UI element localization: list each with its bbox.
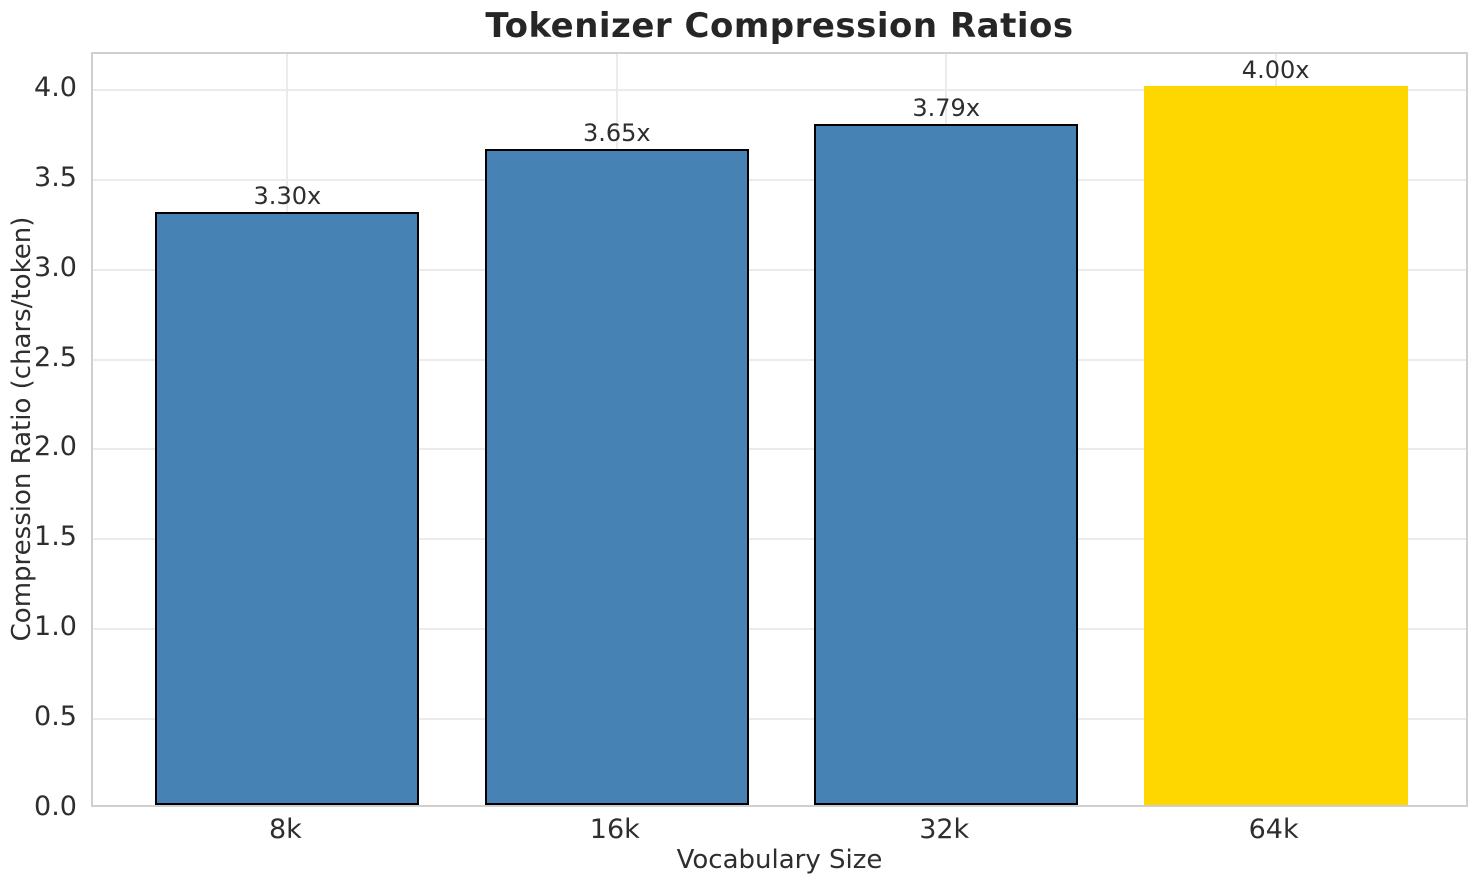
y-tick-label: 0.5: [34, 701, 77, 733]
x-tick-label: 64k: [1248, 814, 1299, 845]
chart-title: Tokenizer Compression Ratios: [485, 6, 1074, 46]
h-gridline: [93, 718, 1466, 721]
h-gridline: [93, 358, 1466, 361]
plot-area: 3.30x 3.65x 3.79x 4.00x: [91, 52, 1468, 807]
x-tick-label: 32k: [919, 814, 970, 845]
bar-value-label: 4.00x: [1241, 55, 1310, 84]
y-tick-label: 3.0: [34, 251, 77, 283]
bar-32k: [814, 124, 1078, 805]
h-gridline: [93, 628, 1466, 631]
x-tick-label: 16k: [589, 814, 640, 845]
h-gridline: [93, 88, 1466, 91]
y-tick-label: 1.0: [34, 611, 77, 643]
bar-64k: [1144, 86, 1408, 805]
y-tick-label: 2.5: [34, 341, 77, 373]
bar-value-label: 3.79x: [912, 93, 981, 122]
y-tick-label: 1.5: [34, 521, 77, 553]
bar-16k: [485, 149, 749, 805]
y-tick-label: 2.0: [34, 431, 77, 463]
h-gridline: [93, 448, 1466, 451]
y-tick-label: 4.0: [34, 71, 77, 103]
y-tick-label: 0.0: [34, 791, 77, 822]
bar-value-label: 3.65x: [582, 118, 651, 147]
x-tick-label: 8k: [268, 814, 302, 845]
y-tick-label: 3.5: [34, 161, 77, 193]
bar-8k: [155, 212, 419, 805]
h-gridline: [93, 268, 1466, 271]
bar-value-label: 3.30x: [253, 181, 322, 210]
x-axis-label: Vocabulary Size: [676, 845, 883, 875]
h-gridline: [93, 178, 1466, 181]
h-gridline: [93, 538, 1466, 541]
